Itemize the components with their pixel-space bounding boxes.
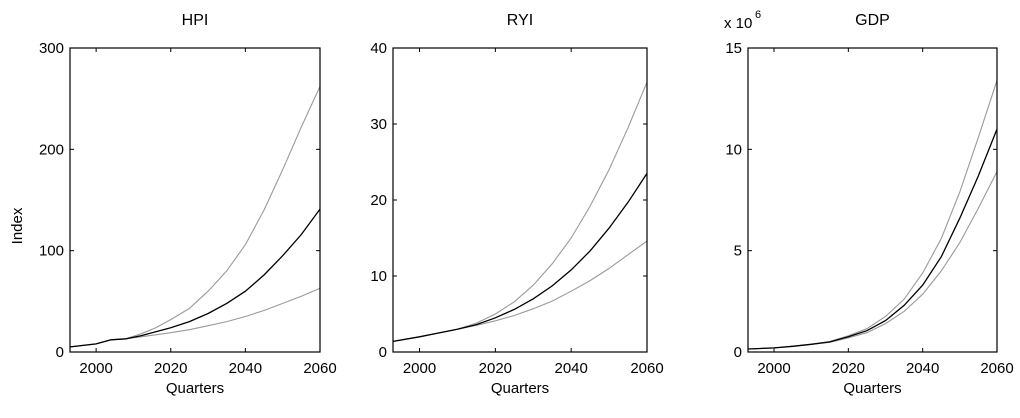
- series-line-median: [69, 208, 321, 348]
- y-axis-multiplier-exponent: 6: [755, 9, 761, 21]
- y-tick-label: 300: [39, 40, 64, 57]
- series-line-lower: [392, 240, 648, 342]
- series-line-upper: [392, 81, 648, 342]
- panel-ryi: 2000 2020 2040 2060 0 10 20 30 40 RYI Quarters: [370, 12, 663, 397]
- y-tick-label: 0: [56, 344, 64, 361]
- x-tick-label: 2000: [403, 360, 436, 377]
- x-tick-label: 2040: [229, 360, 262, 377]
- x-tick-label: 2060: [630, 360, 663, 377]
- x-tick-label: 2000: [79, 360, 112, 377]
- y-axis-label: Index: [9, 207, 26, 244]
- y-tick-label: 5: [734, 243, 742, 260]
- series-line-upper: [747, 80, 998, 350]
- series-line-lower: [69, 287, 321, 348]
- y-tick-label: 0: [734, 344, 742, 361]
- y-tick-label: 0: [379, 344, 387, 361]
- chart-panels: 2000 2020 2040 20600100200300HPIQuarters200…: [39, 9, 1014, 397]
- x-tick-label: 2040: [554, 360, 587, 377]
- y-tick-label: 100: [39, 243, 64, 260]
- series-line-upper: [69, 86, 321, 348]
- x-tick-label: 2040: [906, 360, 939, 377]
- y-tick-label: 200: [39, 141, 64, 158]
- x-tick-label: 2020: [479, 360, 512, 377]
- x-axis-label: Quarters: [166, 380, 224, 397]
- axes-frame: [69, 47, 321, 353]
- x-axis-label: Quarters: [843, 380, 901, 397]
- panel-gdp: 2000 2020 2040 2060 0 5 10 15 GDP Quarters x 10 6: [724, 9, 1014, 397]
- series-line-median: [392, 173, 648, 343]
- panel-hpi: 2000 2020 2040 2060 0 100 200 300 HPI Quarters: [39, 12, 337, 397]
- chart-title: GDP: [855, 12, 890, 29]
- x-tick-label: 2020: [832, 360, 865, 377]
- series-line-lower: [747, 171, 998, 350]
- x-tick-label: 2060: [980, 360, 1013, 377]
- x-axis-label: Quarters: [491, 380, 549, 397]
- y-tick-label: 30: [370, 116, 387, 133]
- y-tick-label: 15: [725, 40, 742, 57]
- y-tick-label: 10: [370, 268, 387, 285]
- x-tick-label: 2000: [757, 360, 790, 377]
- y-tick-label: 10: [725, 141, 742, 158]
- x-tick-label: 2020: [154, 360, 187, 377]
- y-tick-label: 40: [370, 40, 387, 57]
- axes-frame: [747, 47, 998, 353]
- x-tick-label: 2060: [303, 360, 336, 377]
- chart-title: HPI: [182, 12, 209, 29]
- series-line-median: [747, 128, 998, 350]
- y-tick-label: 20: [370, 192, 387, 209]
- y-axis-multiplier: x 10: [724, 15, 752, 32]
- chart-title: RYI: [507, 12, 533, 29]
